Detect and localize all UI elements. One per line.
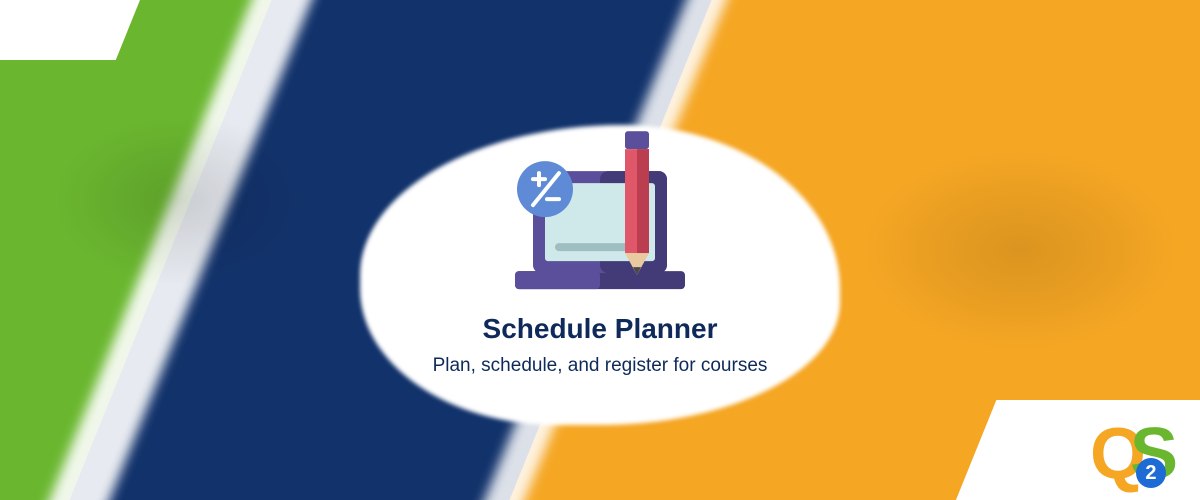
logo-subscript-2: 2 [1136, 458, 1166, 488]
banner-subtitle: Plan, schedule, and register for courses [390, 353, 810, 379]
schedule-planner-banner: Schedule Planner Plan, schedule, and reg… [0, 0, 1200, 500]
laptop-pencil-plusminus-icon [495, 131, 705, 301]
banner-title: Schedule Planner [390, 313, 810, 345]
center-content: Schedule Planner Plan, schedule, and reg… [390, 131, 810, 379]
q2s-logo: QS 2 [1090, 418, 1172, 490]
